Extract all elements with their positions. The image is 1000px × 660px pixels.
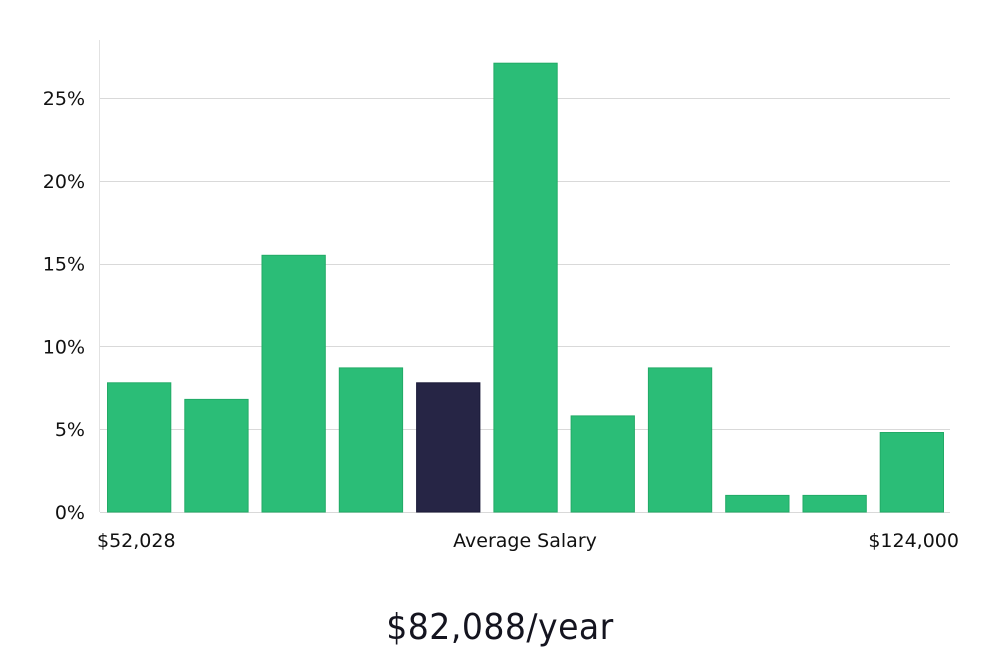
y-tick-label: 5% [55,419,85,441]
bar-highlighted-average [416,382,481,513]
bar [802,494,867,513]
bar [338,367,404,513]
y-tick-label: 0% [55,502,85,524]
bar [107,382,172,513]
y-tick-label: 20% [43,171,85,193]
bar [879,432,945,513]
bar [570,415,635,513]
y-tick-label: 25% [43,88,85,110]
y-tick-label: 15% [43,254,85,276]
x-max-label: $124,000 [868,530,959,552]
average-salary-value: $82,088/year [386,607,614,648]
bar [184,398,249,513]
x-axis-label: Average Salary [453,530,597,552]
y-axis-ticks: 0% 5% 10% 15% 20% 25% [43,88,85,524]
bar [647,367,713,513]
chart-canvas: 0%5%10%15%20%25% $52,028 Average Salary … [43,40,959,552]
x-min-label: $52,028 [97,530,176,552]
y-tick-label: 10% [43,336,85,358]
bar [725,494,790,513]
bar [493,62,558,513]
bars [107,62,945,513]
bar [261,254,326,513]
